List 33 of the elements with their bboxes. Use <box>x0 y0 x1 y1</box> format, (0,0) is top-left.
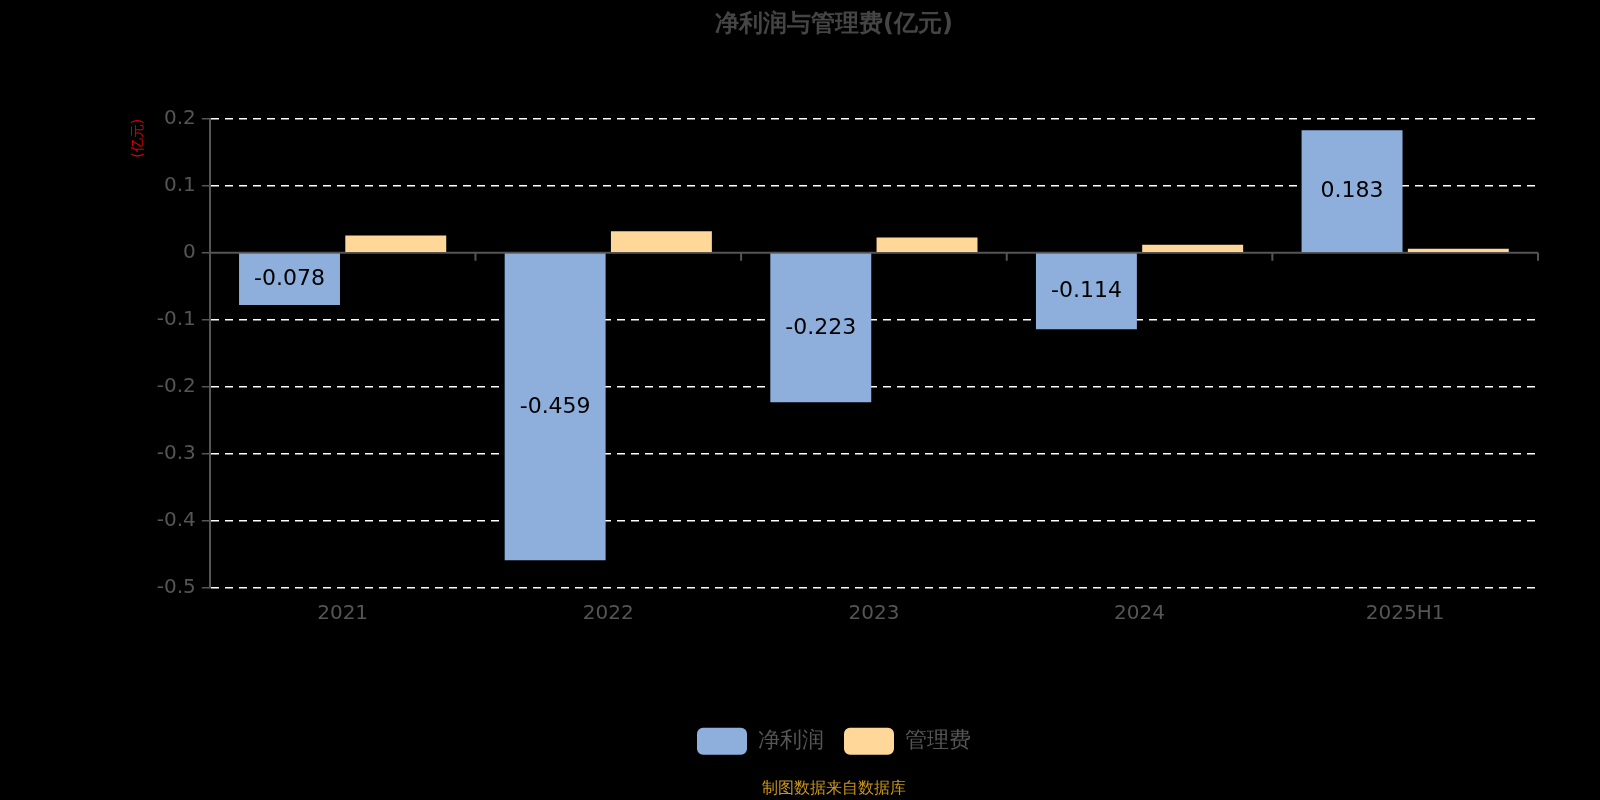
bar <box>1142 244 1244 253</box>
y-tick-label: -0.4 <box>156 507 196 531</box>
bar <box>876 237 978 253</box>
text: 制图数据来自数据库 <box>762 777 906 797</box>
data-label: -0.459 <box>519 392 591 418</box>
y-axis-title: (亿元) <box>129 118 146 158</box>
y-tick-label: 0.2 <box>164 105 196 129</box>
bar <box>610 231 712 253</box>
data-label: -0.223 <box>785 313 857 339</box>
x-tick-label: 2024 <box>1114 600 1165 624</box>
x-tick-label: 2022 <box>582 600 634 624</box>
bar <box>1407 248 1509 253</box>
bar <box>239 253 340 306</box>
y-tick-label: 0.1 <box>164 172 196 196</box>
chart-title: 净利润与管理费(亿元) <box>715 8 953 37</box>
data-label: -0.114 <box>1050 277 1122 303</box>
bar <box>504 253 606 561</box>
bar <box>1035 253 1137 330</box>
legend-label: 管理费 <box>905 727 971 753</box>
data-label: 0.183 <box>1320 176 1384 202</box>
x-tick-label: 2023 <box>848 600 900 624</box>
x-tick-label: 2021 <box>317 600 369 624</box>
x-tick-label: 2025H1 <box>1365 600 1445 624</box>
y-tick-label: 0 <box>183 239 196 263</box>
legend-label: 净利润 <box>758 727 824 753</box>
bar <box>1301 130 1403 253</box>
y-tick-label: -0.5 <box>156 574 196 598</box>
y-tick-label: -0.3 <box>156 440 196 464</box>
data-label: -0.078 <box>254 265 325 291</box>
y-tick-label: -0.2 <box>156 373 196 397</box>
y-tick-label: -0.1 <box>156 306 196 330</box>
bar <box>345 235 447 253</box>
bar <box>770 253 872 403</box>
